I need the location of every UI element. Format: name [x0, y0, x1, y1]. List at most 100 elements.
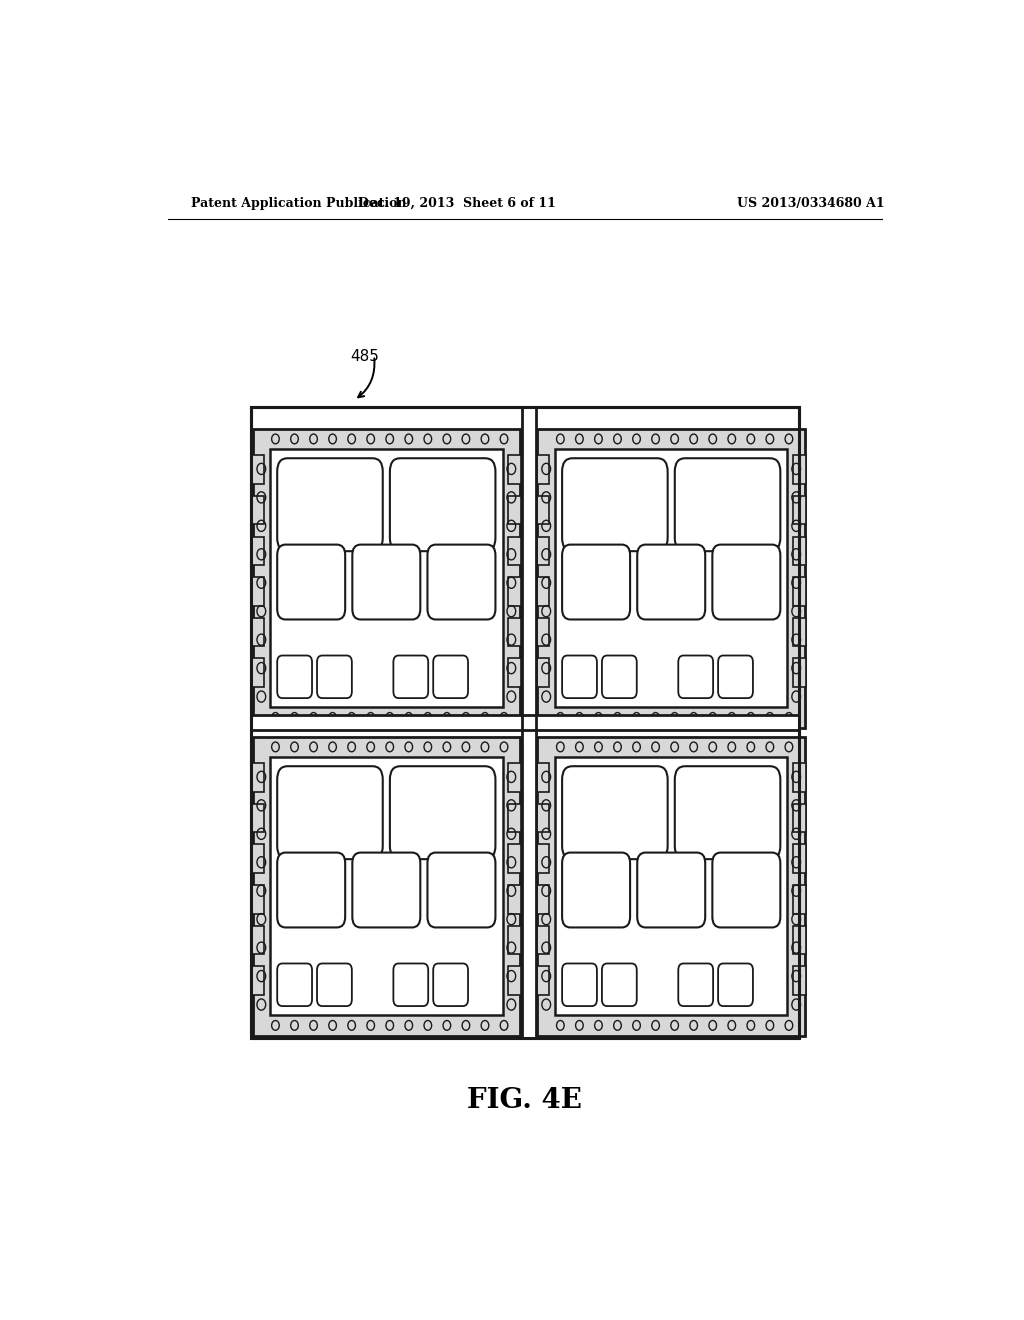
Bar [537, 763, 550, 792]
Bar [508, 577, 521, 606]
Bar [793, 763, 806, 792]
Bar [793, 659, 806, 686]
Bar [252, 659, 264, 686]
Bar [537, 886, 550, 913]
Bar [537, 536, 550, 565]
Bar [537, 659, 550, 686]
Bar [252, 577, 264, 606]
Bar [537, 845, 550, 873]
FancyBboxPatch shape [678, 656, 713, 698]
Bar [252, 804, 264, 833]
FancyBboxPatch shape [433, 656, 468, 698]
Bar [508, 536, 521, 565]
Bar [537, 455, 550, 483]
Bar [252, 925, 264, 954]
Bar [555, 449, 787, 708]
FancyBboxPatch shape [713, 853, 780, 928]
Bar [508, 966, 521, 995]
Bar [508, 763, 521, 792]
FancyBboxPatch shape [562, 766, 668, 859]
Bar [252, 618, 264, 647]
Bar [252, 455, 264, 483]
FancyBboxPatch shape [718, 964, 753, 1006]
FancyBboxPatch shape [637, 853, 706, 928]
Bar [253, 429, 520, 727]
Text: Patent Application Publication: Patent Application Publication [191, 197, 407, 210]
FancyBboxPatch shape [427, 853, 496, 928]
Bar [251, 715, 799, 730]
Bar [793, 845, 806, 873]
FancyBboxPatch shape [278, 656, 312, 698]
Bar [537, 577, 550, 606]
FancyBboxPatch shape [713, 545, 780, 619]
FancyBboxPatch shape [393, 964, 428, 1006]
Bar [251, 408, 799, 1038]
Bar [793, 496, 806, 524]
Bar [252, 496, 264, 524]
Text: Dec. 19, 2013  Sheet 6 of 11: Dec. 19, 2013 Sheet 6 of 11 [358, 197, 556, 210]
Bar [793, 577, 806, 606]
Bar [252, 845, 264, 873]
Bar [508, 659, 521, 686]
Bar [538, 429, 805, 727]
Bar [251, 408, 799, 1038]
Bar [252, 966, 264, 995]
FancyBboxPatch shape [637, 545, 706, 619]
FancyBboxPatch shape [278, 766, 383, 859]
FancyBboxPatch shape [718, 656, 753, 698]
FancyBboxPatch shape [278, 545, 345, 619]
Bar [537, 966, 550, 995]
FancyBboxPatch shape [562, 853, 630, 928]
Bar [537, 496, 550, 524]
Bar [555, 758, 787, 1015]
Bar [537, 804, 550, 833]
Bar [252, 763, 264, 792]
Bar [793, 966, 806, 995]
Bar [508, 845, 521, 873]
FancyBboxPatch shape [390, 766, 496, 859]
FancyBboxPatch shape [352, 853, 420, 928]
Bar [270, 449, 503, 708]
FancyBboxPatch shape [602, 656, 637, 698]
Text: US 2013/0334680 A1: US 2013/0334680 A1 [736, 197, 885, 210]
Bar [538, 737, 805, 1036]
Bar [537, 618, 550, 647]
Bar [252, 886, 264, 913]
Bar [508, 496, 521, 524]
FancyBboxPatch shape [562, 458, 668, 552]
Text: FIG. 4E: FIG. 4E [467, 1088, 583, 1114]
Bar [793, 804, 806, 833]
FancyBboxPatch shape [352, 545, 420, 619]
Bar [793, 925, 806, 954]
Bar [793, 618, 806, 647]
Bar [521, 408, 536, 1038]
FancyBboxPatch shape [278, 458, 383, 552]
FancyBboxPatch shape [317, 656, 352, 698]
FancyBboxPatch shape [317, 964, 352, 1006]
Bar [537, 925, 550, 954]
Bar [508, 886, 521, 913]
FancyBboxPatch shape [678, 964, 713, 1006]
Bar [793, 536, 806, 565]
Bar [252, 536, 264, 565]
Bar [508, 804, 521, 833]
Bar [793, 886, 806, 913]
FancyBboxPatch shape [433, 964, 468, 1006]
Bar [508, 925, 521, 954]
FancyBboxPatch shape [278, 853, 345, 928]
FancyBboxPatch shape [278, 964, 312, 1006]
FancyBboxPatch shape [562, 545, 630, 619]
Bar [793, 455, 806, 483]
Bar [270, 758, 503, 1015]
Bar [508, 455, 521, 483]
FancyBboxPatch shape [602, 964, 637, 1006]
FancyBboxPatch shape [393, 656, 428, 698]
FancyBboxPatch shape [675, 458, 780, 552]
FancyBboxPatch shape [562, 964, 597, 1006]
FancyBboxPatch shape [562, 656, 597, 698]
FancyBboxPatch shape [675, 766, 780, 859]
FancyBboxPatch shape [427, 545, 496, 619]
Bar [253, 737, 520, 1036]
Bar [508, 618, 521, 647]
FancyBboxPatch shape [390, 458, 496, 552]
